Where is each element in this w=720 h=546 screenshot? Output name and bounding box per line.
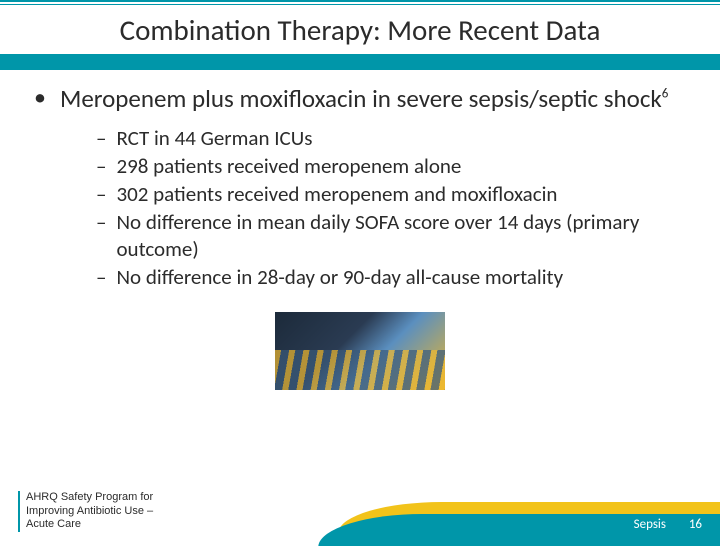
dash-icon: – [96,181,106,207]
title-bar: Combination Therapy: More Recent Data [0,0,720,56]
footer-line3: Acute Care [26,518,81,530]
image-wrapper [34,312,686,395]
bullet-dot-icon: • [34,86,46,110]
list-item: – RCT in 44 German ICUs [96,125,676,151]
bullet-text-main: Meropenem plus moxifloxacin in severe se… [60,83,662,114]
list-item: – 302 patients received meropenem and mo… [96,181,676,207]
sub-bullet-text: 302 patients received meropenem and moxi… [116,181,557,207]
sub-bullet-text: 298 patients received meropenem alone [116,153,461,179]
bullet-level1: • Meropenem plus moxifloxacin in severe … [34,84,686,115]
list-item: – No difference in 28-day or 90-day all-… [96,264,676,290]
footer: AHRQ Safety Program for Improving Antibi… [0,480,720,540]
dash-icon: – [96,264,106,290]
slide-title: Combination Therapy: More Recent Data [0,2,720,58]
list-item: – No difference in mean daily SOFA score… [96,209,676,262]
footer-topic: Sepsis [634,517,666,532]
dash-icon: – [96,125,106,151]
sub-bullet-text: RCT in 44 German ICUs [116,125,312,151]
title-underbar [0,56,720,70]
sub-bullet-text: No difference in mean daily SOFA score o… [116,209,676,262]
dash-icon: – [96,153,106,179]
bullet-superscript: 6 [662,87,669,102]
sub-bullet-list: – RCT in 44 German ICUs – 298 patients r… [34,125,686,291]
sub-bullet-text: No difference in 28-day or 90-day all-ca… [116,264,563,290]
slide-number: 16 [689,517,702,532]
list-item: – 298 patients received meropenem alone [96,153,676,179]
footer-line1: AHRQ Safety Program for [26,491,153,503]
chart-image [275,312,445,390]
footer-line2: Improving Antibiotic Use – [26,505,153,517]
content-area: • Meropenem plus moxifloxacin in severe … [0,70,720,395]
footer-program-label: AHRQ Safety Program for Improving Antibi… [18,491,153,532]
bullet-text: Meropenem plus moxifloxacin in severe se… [60,84,668,115]
dash-icon: – [96,209,106,235]
